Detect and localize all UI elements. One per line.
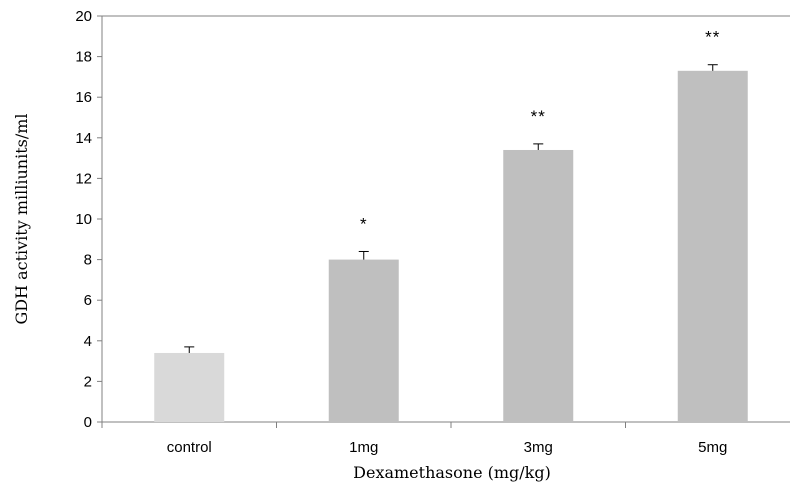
labels: control * 1mg ** 3mg ** 5mg xyxy=(167,28,728,456)
x-tick-label: control xyxy=(167,439,212,456)
y-tick-label: 6 xyxy=(84,292,92,309)
y-tick-label: 16 xyxy=(75,89,92,106)
y-tick-label: 14 xyxy=(75,130,92,147)
x-tick-label: 1mg xyxy=(349,439,378,456)
significance-label: ** xyxy=(531,107,546,126)
significance-label: * xyxy=(360,214,368,233)
y-tick-label: 8 xyxy=(84,252,92,269)
bar-1mg xyxy=(328,259,399,422)
y-tick-label: 2 xyxy=(84,373,92,390)
y-tick-label: 20 xyxy=(75,8,92,25)
bar-3mg xyxy=(503,149,574,423)
y-tick-label: 0 xyxy=(84,414,92,431)
x-tick-label: 5mg xyxy=(698,439,727,456)
y-tick-label: 18 xyxy=(75,49,92,66)
bar-control xyxy=(154,352,225,422)
y-axis: 0 2 4 6 8 10 12 14 16 18 20 xyxy=(75,8,103,431)
y-tick-label: 12 xyxy=(75,170,92,187)
x-axis-title: Dexamethasone (mg/kg) xyxy=(353,463,551,482)
x-tick-label: 3mg xyxy=(524,439,553,456)
y-axis-title: GDH activity milliunits/ml xyxy=(12,113,31,324)
significance-label: ** xyxy=(705,28,720,47)
y-tick-label: 4 xyxy=(84,333,92,350)
bars xyxy=(154,64,748,423)
bar-5mg xyxy=(677,70,748,422)
y-tick-label: 10 xyxy=(75,211,92,228)
